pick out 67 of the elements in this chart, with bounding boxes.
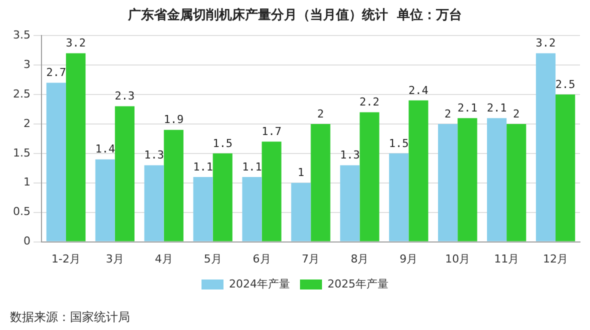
data-label: 2.2 [360, 96, 380, 109]
data-label: 2.4 [408, 84, 429, 97]
data-label: 1.7 [262, 125, 282, 138]
y-tick-label: 3.5 [12, 28, 30, 42]
data-label: 1.1 [242, 160, 262, 174]
bar [66, 53, 86, 242]
x-tick-label: 4月 [154, 252, 173, 266]
bar [114, 106, 135, 242]
bar [262, 142, 282, 242]
bar [458, 118, 478, 242]
data-label: 1.5 [212, 136, 233, 150]
y-tick-label: 0 [23, 234, 30, 248]
data-label: 1.4 [95, 142, 116, 156]
x-tick-label: 7月 [302, 252, 320, 266]
bar [360, 112, 380, 242]
y-tick-label: 1.5 [12, 146, 30, 160]
data-label: 2.1 [486, 101, 507, 114]
bar [144, 165, 164, 242]
data-label: 1.3 [144, 148, 164, 162]
bar [310, 124, 330, 242]
chart-title: 广东省金属切削机床产量分月（当月值）统计 单位：万台 [126, 7, 462, 24]
data-label: 1.3 [340, 148, 360, 162]
y-tick-label: 2 [23, 116, 30, 130]
bar [486, 118, 507, 242]
x-tick-label: 1-2月 [51, 252, 80, 266]
bar [95, 159, 115, 242]
bar [536, 53, 556, 242]
bar [164, 130, 184, 242]
legend-label: 2024年产量 [229, 277, 290, 290]
bar [408, 100, 428, 242]
data-label: 2.1 [457, 101, 478, 114]
x-tick-label: 5月 [204, 252, 222, 266]
x-tick-label: 6月 [252, 252, 271, 266]
data-label: 1.9 [164, 113, 184, 126]
legend-label: 2025年产量 [328, 277, 388, 290]
y-tick-label: 1 [23, 176, 30, 189]
source-note: 数据来源：国家统计局 [10, 310, 130, 324]
bar [556, 94, 576, 242]
y-tick-label: 0.5 [12, 205, 30, 218]
bar [291, 182, 311, 242]
data-label: 3.2 [66, 36, 86, 50]
x-tick-label: 10月 [445, 252, 470, 266]
data-label: 1 [298, 166, 304, 180]
x-tick-label: 8月 [350, 252, 369, 266]
data-label: 2 [317, 107, 324, 120]
data-label: 1.5 [388, 136, 409, 150]
x-tick-label: 11月 [494, 252, 520, 266]
x-tick-label: 9月 [400, 252, 418, 266]
bar [46, 82, 66, 242]
data-label: 2 [444, 107, 452, 120]
y-tick-label: 3 [23, 58, 30, 71]
bar [506, 124, 526, 242]
data-label: 2.5 [555, 78, 576, 91]
bar [212, 153, 232, 242]
y-tick-label: 2.5 [12, 87, 30, 100]
data-label: 3.2 [536, 36, 556, 50]
x-tick-label: 3月 [106, 252, 124, 266]
data-label: 1.1 [193, 160, 213, 174]
bar [389, 153, 409, 242]
bar [438, 124, 458, 242]
data-label: 2.7 [46, 66, 66, 80]
bar [193, 176, 213, 242]
bar [242, 176, 262, 242]
bar [340, 165, 360, 242]
data-label: 2.3 [114, 90, 135, 103]
data-label: 2 [513, 107, 520, 120]
x-tick-label: 12月 [543, 252, 568, 266]
